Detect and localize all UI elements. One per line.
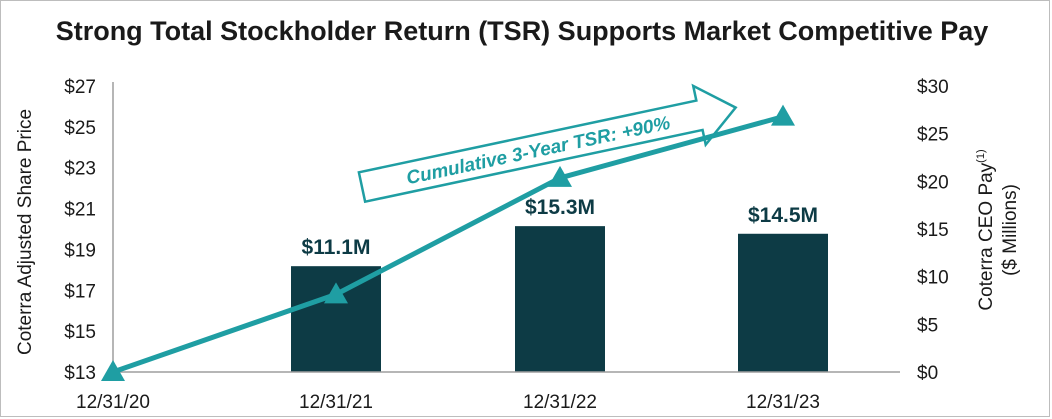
left-tick-label: $13 [64,363,96,384]
left-tick-label: $21 [64,200,96,221]
right-axis-title-line1: Coterra CEO Pay [976,162,997,310]
bar-data-label: $11.1M [302,236,371,259]
tsr-annotation-text: Cumulative 3-Year TSR: +90% [405,113,673,190]
right-tick-label: $15 [917,220,949,241]
right-tick-label: $10 [917,268,949,289]
x-tick-label: 12/31/21 [299,392,373,413]
share-price-marker [548,165,572,187]
left-tick-label: $19 [64,240,96,261]
left-tick-label: $17 [64,281,96,302]
left-tick-label: $25 [64,118,96,139]
bar-data-label: $14.5M [748,204,818,227]
x-tick-label: 12/31/23 [746,392,820,413]
bars-group: $11.1M $15.3M $14.5M [291,196,828,372]
right-tick-label: $25 [917,125,949,146]
share-price-line-group [101,104,795,381]
axes-group: $13 $15 $17 $19 $21 $23 $25 $27 $0 $5 $10 $15 $20 $25… [15,77,1021,413]
right-tick-label: $20 [917,172,949,193]
ceo-pay-bar [291,266,381,372]
share-price-line [112,114,784,375]
share-price-marker [771,104,795,126]
bar-data-label: $15.3M [525,196,595,219]
right-tick-label: $30 [917,77,949,98]
ceo-pay-bar [515,226,605,372]
share-price-marker [101,360,125,381]
left-axis-title: Coterra Adjusted Share Price [15,109,36,355]
x-tick-label: 12/31/22 [523,392,597,413]
chart-title: Strong Total Stockholder Return (TSR) Su… [56,16,989,46]
left-tick-label: $27 [64,77,96,98]
right-tick-label: $0 [917,363,938,384]
right-tick-label: $5 [917,315,938,336]
tsr-arrow-shape [357,83,738,204]
share-price-marker [324,282,348,304]
right-axis-title-line2: ($ Millions) [1000,184,1021,276]
x-tick-label: 12/31/20 [76,392,150,413]
ceo-pay-bar [738,233,828,372]
left-tick-label: $15 [64,322,96,343]
right-axis-title: Coterra CEO Pay(1) [975,149,997,310]
left-tick-label: $23 [64,159,96,180]
right-axis-title-superscript: (1) [975,149,987,162]
